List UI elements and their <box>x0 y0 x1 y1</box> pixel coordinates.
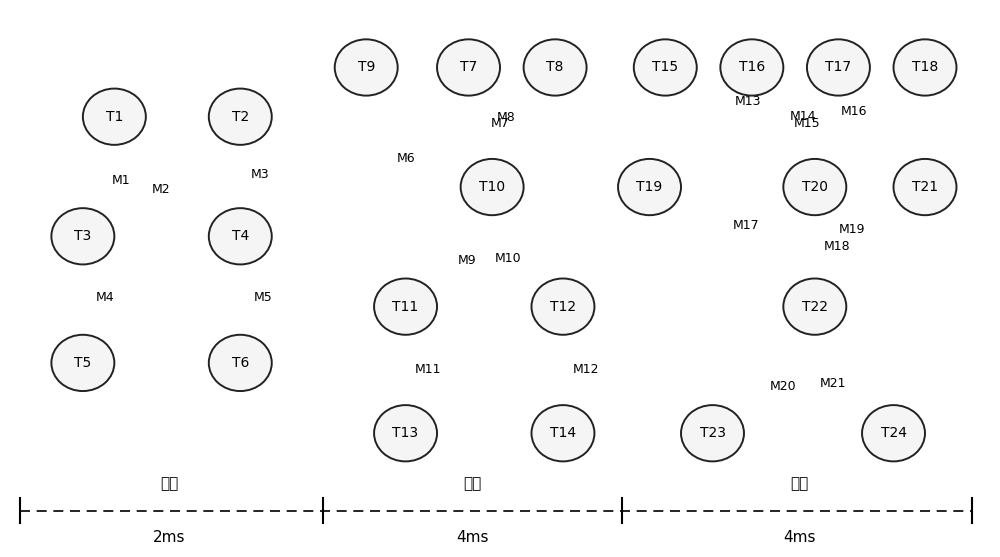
Text: T4: T4 <box>232 229 249 243</box>
Text: T22: T22 <box>802 300 828 314</box>
Text: M9: M9 <box>458 254 476 267</box>
Circle shape <box>83 89 146 145</box>
Text: T16: T16 <box>739 61 765 75</box>
Text: M21: M21 <box>820 377 847 390</box>
Text: M2: M2 <box>152 183 170 196</box>
Circle shape <box>437 40 500 96</box>
Text: T19: T19 <box>636 180 663 194</box>
Text: M19: M19 <box>839 223 865 236</box>
Circle shape <box>531 405 594 461</box>
Text: 周期: 周期 <box>790 476 808 491</box>
Text: M4: M4 <box>96 291 115 304</box>
Text: M14: M14 <box>790 110 816 123</box>
Text: M6: M6 <box>397 153 416 165</box>
Circle shape <box>209 335 272 391</box>
Circle shape <box>681 405 744 461</box>
Text: 4ms: 4ms <box>783 530 815 545</box>
Text: 2ms: 2ms <box>153 530 186 545</box>
Circle shape <box>894 40 956 96</box>
Circle shape <box>862 405 925 461</box>
Circle shape <box>461 159 524 215</box>
Text: M5: M5 <box>253 291 272 304</box>
Circle shape <box>209 208 272 265</box>
Text: T6: T6 <box>232 356 249 370</box>
Text: T17: T17 <box>825 61 851 75</box>
Text: T8: T8 <box>546 61 564 75</box>
Circle shape <box>209 89 272 145</box>
Circle shape <box>783 159 846 215</box>
Circle shape <box>531 278 594 335</box>
Text: M16: M16 <box>840 105 867 118</box>
Circle shape <box>720 40 783 96</box>
Text: M15: M15 <box>793 116 820 130</box>
Text: T15: T15 <box>652 61 678 75</box>
Text: T10: T10 <box>479 180 505 194</box>
Circle shape <box>51 335 114 391</box>
Circle shape <box>374 278 437 335</box>
Text: T11: T11 <box>392 300 419 314</box>
Text: M20: M20 <box>769 380 796 393</box>
Text: M7: M7 <box>491 116 510 130</box>
Text: 周期: 周期 <box>160 476 179 491</box>
Text: T5: T5 <box>74 356 91 370</box>
Text: M3: M3 <box>251 168 270 180</box>
Circle shape <box>618 159 681 215</box>
Text: M11: M11 <box>415 364 441 377</box>
Text: T18: T18 <box>912 61 938 75</box>
Text: M8: M8 <box>496 111 515 124</box>
Text: T20: T20 <box>802 180 828 194</box>
Text: M12: M12 <box>572 364 599 377</box>
Circle shape <box>374 405 437 461</box>
Text: T14: T14 <box>550 426 576 440</box>
Text: M13: M13 <box>735 95 761 108</box>
Text: T12: T12 <box>550 300 576 314</box>
Text: T9: T9 <box>358 61 375 75</box>
Text: 4ms: 4ms <box>456 530 489 545</box>
Text: M17: M17 <box>733 219 760 232</box>
Text: M1: M1 <box>112 174 130 187</box>
Text: T7: T7 <box>460 61 477 75</box>
Circle shape <box>807 40 870 96</box>
Circle shape <box>335 40 398 96</box>
Text: T21: T21 <box>912 180 938 194</box>
Text: T23: T23 <box>700 426 726 440</box>
Circle shape <box>783 278 846 335</box>
Text: T13: T13 <box>392 426 419 440</box>
Text: M18: M18 <box>824 241 851 253</box>
Circle shape <box>51 208 114 265</box>
Circle shape <box>634 40 697 96</box>
Circle shape <box>524 40 587 96</box>
Text: M10: M10 <box>495 252 522 265</box>
Text: T24: T24 <box>881 426 907 440</box>
Circle shape <box>894 159 956 215</box>
Text: 周期: 周期 <box>463 476 482 491</box>
Text: T1: T1 <box>106 110 123 124</box>
Text: T3: T3 <box>74 229 91 243</box>
Text: T2: T2 <box>232 110 249 124</box>
